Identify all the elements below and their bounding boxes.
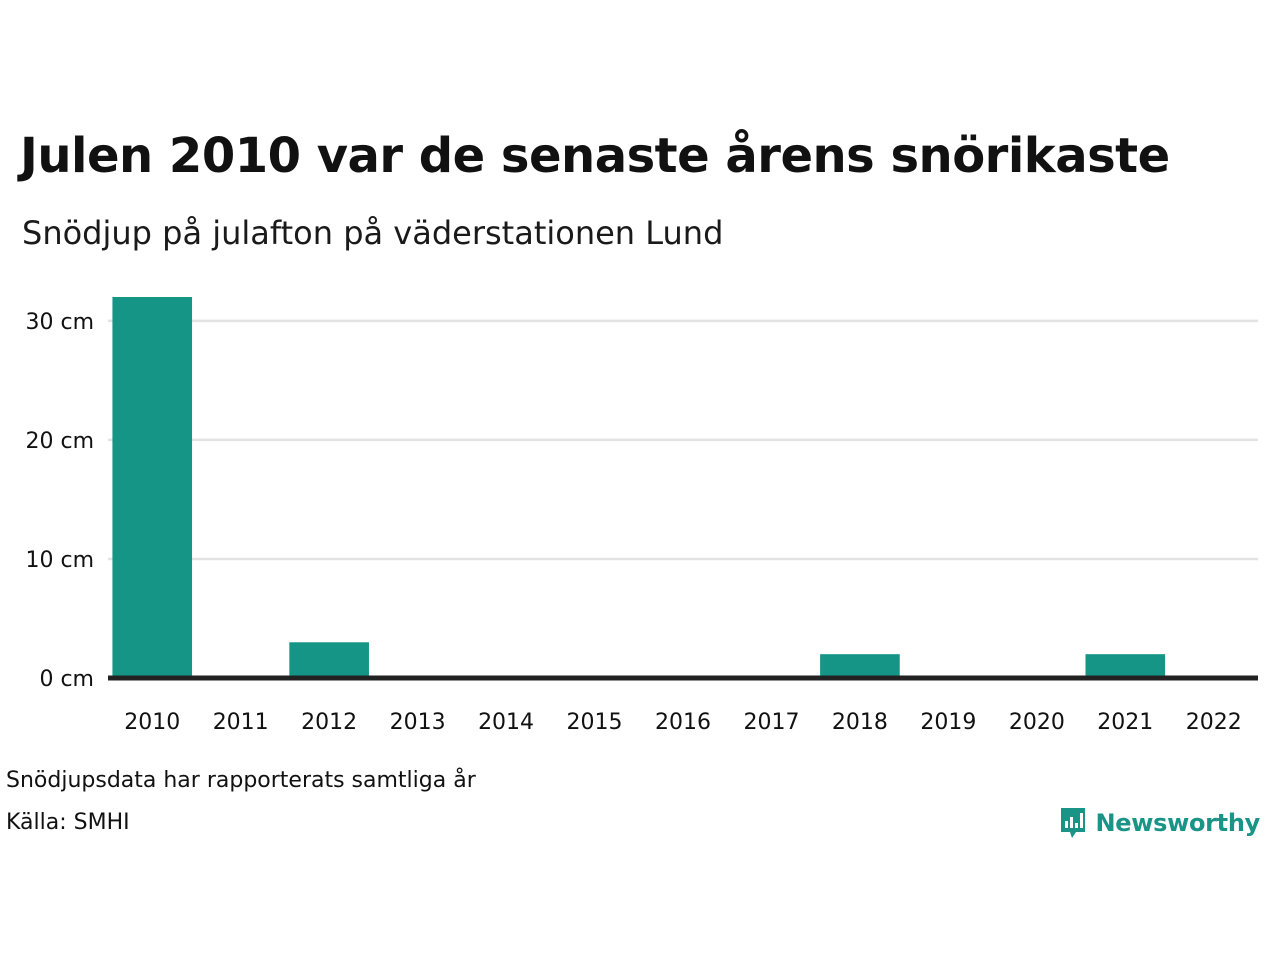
x-tick-label: 2017 [743, 710, 799, 735]
x-axis-ticks: 2010 2011 2012 2013 2014 2015 2016 2017 2018 2019… [124, 710, 1242, 735]
newsworthy-logo-icon [1061, 808, 1086, 838]
x-tick-label: 2013 [390, 710, 446, 735]
x-tick-label: 2010 [124, 710, 180, 735]
bar [820, 654, 900, 678]
newsworthy-logo: Newsworthy [1059, 806, 1260, 840]
bar [1085, 654, 1166, 678]
x-tick-label: 2016 [655, 710, 711, 735]
x-tick-label: 2015 [567, 710, 623, 735]
bar [289, 642, 369, 678]
reporting-note: Snödjupsdata har rapporterats samtliga å… [6, 768, 476, 793]
bar-chart: 0 cm 10 cm 20 cm 30 cm 2010 2011 2012 2013 2014… [25, 297, 1258, 735]
y-tick-label: 20 cm [25, 429, 94, 454]
x-tick-label: 2019 [920, 710, 976, 735]
x-tick-label: 2012 [301, 710, 357, 735]
x-tick-label: 2018 [832, 710, 888, 735]
bars [112, 297, 1166, 678]
x-tick-label: 2022 [1186, 710, 1242, 735]
source-note: Källa: SMHI [6, 810, 130, 835]
y-tick-label: 30 cm [25, 310, 94, 335]
x-tick-label: 2020 [1009, 710, 1065, 735]
bar [112, 297, 193, 678]
x-tick-label: 2021 [1097, 710, 1153, 735]
y-tick-label: 0 cm [39, 667, 94, 692]
y-tick-label: 10 cm [25, 548, 94, 573]
newsworthy-logo-text: Newsworthy [1095, 809, 1260, 837]
chart-subtitle: Snödjup på julafton på väderstationen Lu… [22, 214, 724, 252]
x-tick-label: 2014 [478, 710, 534, 735]
chart-title: Julen 2010 var de senaste årens snörikas… [20, 128, 1170, 184]
x-tick-label: 2011 [213, 710, 269, 735]
y-axis-ticks: 0 cm 10 cm 20 cm 30 cm [25, 310, 94, 692]
grid-lines [108, 319, 1258, 561]
